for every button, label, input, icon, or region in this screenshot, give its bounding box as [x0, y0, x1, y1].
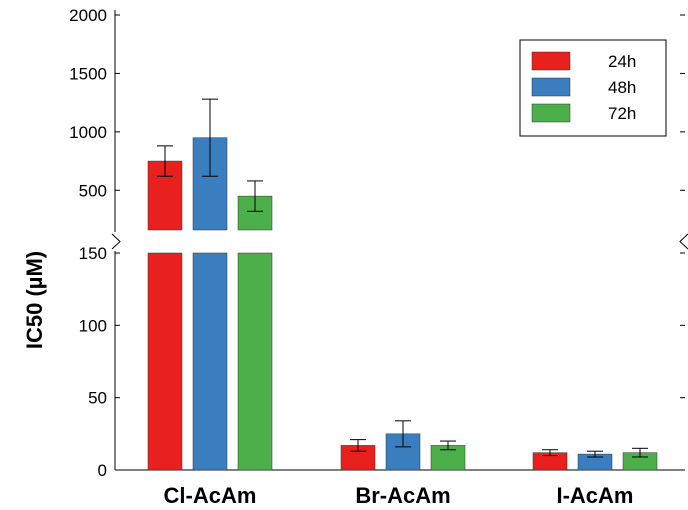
x-category-label: Cl-AcAm — [164, 483, 257, 508]
bar — [237, 252, 273, 471]
legend-swatch — [531, 77, 571, 97]
bar — [147, 252, 183, 471]
axis-break-gap-left — [109, 232, 121, 251]
legend-entry: 48h — [608, 78, 636, 97]
bar — [192, 252, 228, 471]
y-tick-label: 1000 — [69, 123, 107, 142]
y-tick-label: 500 — [79, 181, 107, 200]
y-tick-label: 0 — [98, 461, 107, 480]
axis-break-marker-right — [679, 233, 688, 250]
axis-break-marker-left — [111, 233, 121, 250]
y-tick-label: 150 — [79, 244, 107, 263]
y-tick-label: 50 — [88, 389, 107, 408]
legend-entry: 24h — [608, 52, 636, 71]
y-tick-label: 100 — [79, 316, 107, 335]
legend-swatch — [531, 103, 571, 123]
bar — [340, 445, 376, 471]
legend-swatch — [531, 51, 571, 71]
y-tick-label: 2000 — [69, 6, 107, 25]
error-bars-group — [157, 98, 648, 458]
tick-labels-group: 0 50 100 150 500 1000 1500 2000 — [69, 6, 107, 480]
category-labels-group: Cl-AcAm Br-AcAm I-AcAm — [164, 483, 634, 508]
legend: 24h 48h 72h — [519, 39, 667, 137]
y-tick-label: 1500 — [69, 64, 107, 83]
bars-group — [147, 137, 658, 471]
legend-entry: 72h — [608, 104, 636, 123]
x-category-label: I-AcAm — [556, 483, 633, 508]
y-axis-label: IC50 (µM) — [22, 251, 47, 349]
x-category-label: Br-AcAm — [355, 483, 450, 508]
